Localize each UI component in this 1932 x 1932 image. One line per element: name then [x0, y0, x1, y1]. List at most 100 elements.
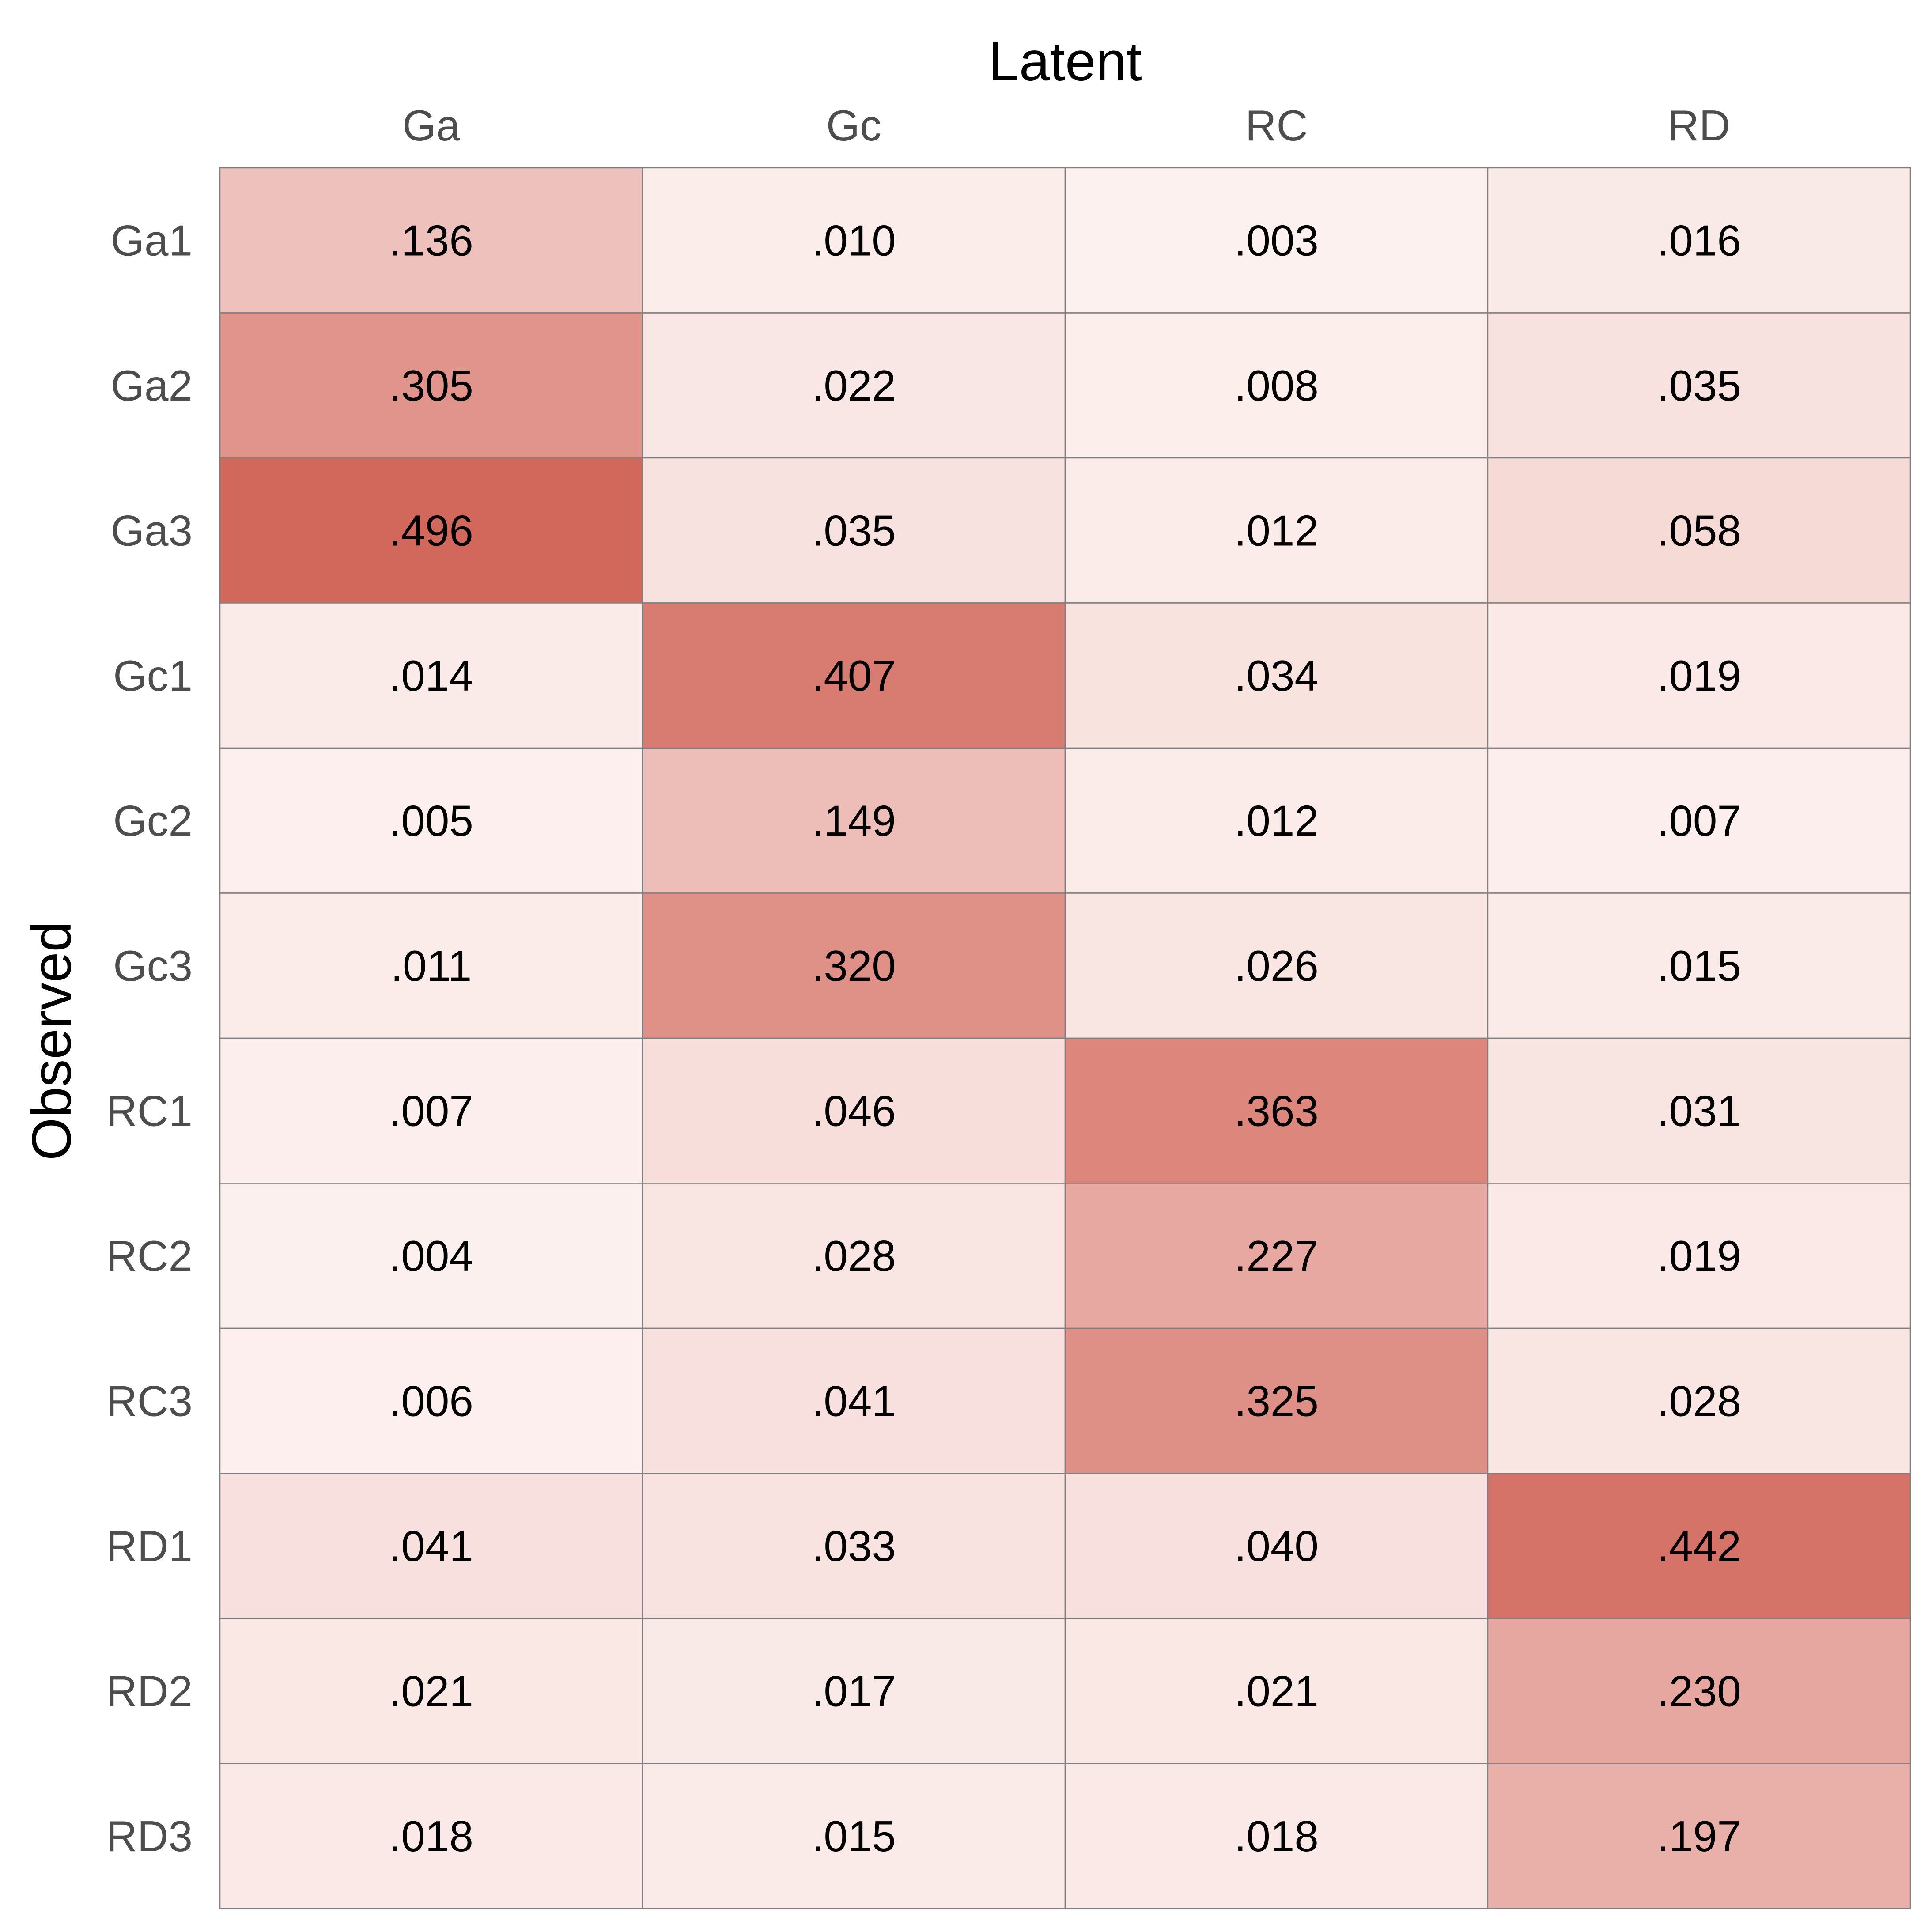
cell-value-label: .019	[1657, 651, 1741, 700]
heatmap-cell-gc1-rd	[1487, 602, 1911, 749]
heatmap-cell-gc3-rd	[1487, 892, 1911, 1039]
cell-value-label: .018	[389, 1812, 473, 1860]
cell-value-label: .015	[812, 1812, 896, 1860]
row-label-rd2: RD2	[106, 1667, 193, 1715]
column-labels: Ga Gc RC RD	[402, 101, 1730, 150]
cell-value-label: .015	[1657, 941, 1741, 990]
heatmap-cell-rc1-gc	[642, 1037, 1066, 1184]
heatmap-cell-rd3-gc	[642, 1763, 1066, 1909]
row-label-gc3: Gc3	[113, 941, 193, 990]
cell-value-label: .407	[812, 651, 896, 700]
cell-value-label: .496	[389, 506, 473, 555]
heatmap-cell-gc1-rc	[1064, 602, 1489, 749]
row-label-gc1: Gc1	[113, 651, 193, 700]
heatmap-cell-gc2-ga	[219, 747, 643, 894]
heatmap-cell-rd2-rc	[1064, 1618, 1489, 1764]
cell-value-label: .008	[1234, 361, 1319, 410]
heatmap-cell-rd3-rc	[1064, 1763, 1489, 1909]
heatmap-cell-ga1-gc	[642, 167, 1066, 314]
heatmap-cell-ga1-rc	[1064, 167, 1489, 314]
heatmap-cell-gc3-rc	[1064, 892, 1489, 1039]
cell-value-label: .005	[389, 796, 473, 845]
heatmap-cell-rd1-rc	[1064, 1473, 1489, 1619]
row-label-rd3: RD3	[106, 1812, 193, 1860]
cell-value-label: .012	[1234, 506, 1319, 555]
cell-value-label: .022	[812, 361, 896, 410]
row-label-ga2: Ga2	[111, 361, 193, 410]
cell-value-label: .136	[389, 216, 473, 265]
heatmap-cell-rc2-rc	[1064, 1183, 1489, 1329]
cell-value-label: .058	[1657, 506, 1741, 555]
heatmap-cell-gc2-rc	[1064, 747, 1489, 894]
heatmap-cell-rc3-ga	[219, 1327, 643, 1474]
heatmap-cell-rc2-rd	[1487, 1183, 1911, 1329]
cell-value-label: .003	[1234, 216, 1319, 265]
heatmap-cell-rd3-ga	[219, 1763, 643, 1909]
row-label-ga3: Ga3	[111, 506, 193, 555]
cell-value-label: .305	[389, 361, 473, 410]
cell-value-label: .040	[1234, 1522, 1319, 1570]
heatmap-cell-ga3-rd	[1487, 457, 1911, 604]
heatmap-cell-gc3-ga	[219, 892, 643, 1039]
cell-value-label: .012	[1234, 796, 1319, 845]
row-label-ga1: Ga1	[111, 216, 193, 265]
heatmap-cell-rc2-ga	[219, 1183, 643, 1329]
cell-value-label: .007	[1657, 796, 1741, 845]
cell-value-label: .026	[1234, 941, 1319, 990]
heatmap-cell-rd2-rd	[1487, 1618, 1911, 1764]
heatmap-cell-rc3-rd	[1487, 1327, 1911, 1474]
heatmap-cell-ga2-rc	[1064, 312, 1489, 459]
row-labels: Ga1 Ga2 Ga3 Gc1 Gc2 Gc3 RC1 RC2 RC3 RD1 RD2 RD3	[106, 216, 193, 1860]
cell-value-label: .011	[391, 941, 472, 990]
column-label-gc: Gc	[826, 101, 881, 150]
heatmap-cell-rc3-rc	[1064, 1327, 1489, 1474]
row-label-rc2: RC2	[106, 1232, 193, 1280]
cell-value-label: .363	[1234, 1086, 1319, 1135]
cell-value-label: .230	[1657, 1667, 1741, 1715]
cell-value-label: .021	[1234, 1667, 1319, 1715]
heatmap-cell-labels: .136 .010 .003 .016 .305 .022 .008 .035 .496 .035…	[389, 216, 1741, 1860]
cell-value-label: .004	[389, 1232, 473, 1280]
row-label-rc1: RC1	[106, 1086, 193, 1135]
heatmap-cell-rd2-ga	[219, 1618, 643, 1764]
cell-value-label: .016	[1657, 216, 1741, 265]
heatmap-cells	[219, 167, 1911, 1909]
cell-value-label: .442	[1657, 1522, 1741, 1570]
cell-value-label: .046	[812, 1086, 896, 1135]
column-label-ga: Ga	[402, 101, 460, 150]
cell-value-label: .031	[1657, 1086, 1741, 1135]
cell-value-label: .010	[812, 216, 896, 265]
cell-value-label: .006	[389, 1376, 473, 1425]
heatmap-cell-ga3-ga	[219, 457, 643, 604]
cell-value-label: .034	[1234, 651, 1319, 700]
heatmap-cell-rd1-ga	[219, 1473, 643, 1619]
cell-value-label: .227	[1234, 1232, 1319, 1280]
heatmap-cell-ga1-rd	[1487, 167, 1911, 314]
heatmap-cell-rd1-rd	[1487, 1473, 1911, 1619]
heatmap-cell-rd1-gc	[642, 1473, 1066, 1619]
heatmap-cell-rc3-gc	[642, 1327, 1066, 1474]
cell-value-label: .041	[812, 1376, 896, 1425]
row-label-gc2: Gc2	[113, 796, 193, 845]
heatmap-cell-rd2-gc	[642, 1618, 1066, 1764]
heatmap-cell-gc1-ga	[219, 602, 643, 749]
cell-value-label: .017	[812, 1667, 896, 1715]
cell-value-label: .014	[389, 651, 473, 700]
cell-value-label: .028	[812, 1232, 896, 1280]
heatmap-cell-gc3-gc	[642, 892, 1066, 1039]
heatmap-cell-rc1-ga	[219, 1037, 643, 1184]
row-label-rc3: RC3	[106, 1376, 193, 1425]
heatmap-cell-gc2-gc	[642, 747, 1066, 894]
heatmap-cell-rc1-rd	[1487, 1037, 1911, 1184]
heatmap-cell-ga1-ga	[219, 167, 643, 314]
heatmap-cell-gc1-gc	[642, 602, 1066, 749]
cell-value-label: .149	[812, 796, 896, 845]
cell-value-label: .041	[389, 1522, 473, 1570]
cell-value-label: .035	[812, 506, 896, 555]
cell-value-label: .320	[812, 941, 896, 990]
heatmap-cell-ga2-gc	[642, 312, 1066, 459]
column-label-rc: RC	[1245, 101, 1308, 150]
y-axis-title: Observed	[21, 921, 83, 1161]
cell-value-label: .035	[1657, 361, 1741, 410]
